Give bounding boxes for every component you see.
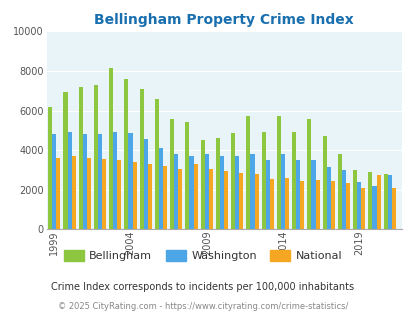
Bar (322, 136, 326, 229)
Text: © 2025 CityRating.com - https://www.cityrating.com/crime-statistics/: © 2025 CityRating.com - https://www.city… (58, 302, 347, 311)
Bar (387, 175, 391, 229)
Bar (178, 169, 182, 229)
Bar (311, 160, 315, 229)
Bar (170, 119, 174, 229)
Bar (330, 181, 334, 229)
Bar (234, 156, 239, 229)
Bar (200, 140, 204, 229)
Legend: Bellingham, Washington, National: Bellingham, Washington, National (59, 246, 346, 266)
Bar (124, 79, 128, 229)
Bar (276, 116, 280, 229)
Text: Crime Index corresponds to incidents per 100,000 inhabitants: Crime Index corresponds to incidents per… (51, 281, 354, 292)
Bar (315, 180, 319, 229)
Bar (220, 156, 224, 229)
Bar (215, 138, 220, 229)
Bar (383, 174, 387, 229)
Bar (87, 158, 91, 229)
Bar (261, 132, 265, 229)
Bar (193, 164, 197, 229)
Bar (269, 179, 273, 229)
Bar (239, 173, 243, 229)
Bar (246, 116, 250, 229)
Bar (371, 186, 375, 229)
Bar (52, 134, 56, 229)
Bar (224, 171, 228, 229)
Bar (79, 87, 83, 229)
Bar (71, 156, 76, 229)
Bar (117, 160, 121, 229)
Bar (280, 154, 284, 229)
Bar (307, 119, 311, 229)
Bar (367, 172, 371, 229)
Bar (352, 170, 356, 229)
Bar (296, 160, 300, 229)
Bar (63, 92, 67, 229)
Bar (391, 188, 395, 229)
Bar (326, 167, 330, 229)
Bar (128, 133, 132, 229)
Bar (300, 181, 304, 229)
Bar (83, 134, 87, 229)
Bar (113, 132, 117, 229)
Bar (147, 164, 151, 229)
Bar (254, 174, 258, 229)
Bar (341, 170, 345, 229)
Bar (375, 175, 380, 229)
Bar (94, 85, 98, 229)
Bar (291, 132, 296, 229)
Bar (204, 154, 208, 229)
Bar (143, 139, 147, 229)
Bar (189, 156, 193, 229)
Bar (356, 182, 360, 229)
Bar (109, 68, 113, 229)
Bar (139, 89, 143, 229)
Bar (159, 148, 163, 229)
Bar (48, 107, 52, 229)
Bar (337, 154, 341, 229)
Bar (250, 154, 254, 229)
Bar (208, 169, 213, 229)
Bar (230, 133, 234, 229)
Bar (56, 158, 60, 229)
Bar (154, 99, 159, 229)
Bar (360, 188, 364, 229)
Bar (67, 132, 71, 229)
Title: Bellingham Property Crime Index: Bellingham Property Crime Index (94, 14, 353, 27)
Bar (102, 159, 106, 229)
Bar (185, 122, 189, 229)
Bar (163, 166, 167, 229)
Bar (98, 134, 102, 229)
Bar (345, 183, 350, 229)
Bar (265, 160, 269, 229)
Bar (174, 154, 178, 229)
Bar (132, 162, 136, 229)
Bar (284, 178, 288, 229)
